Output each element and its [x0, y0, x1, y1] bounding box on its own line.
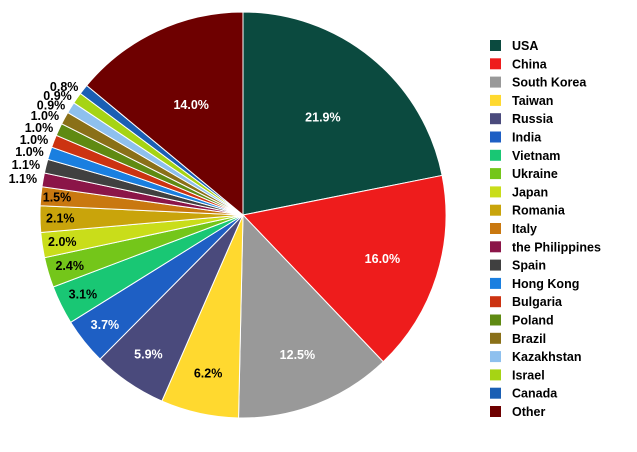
- legend-swatch-china: [490, 58, 501, 70]
- legend-label-ukraine: Ukraine: [512, 167, 558, 181]
- legend-label-the-philippines: the Philippines: [512, 240, 601, 254]
- legend-label-japan: Japan: [512, 185, 548, 199]
- legend-swatch-kazakhstan: [490, 351, 501, 363]
- slice-label-italy: 1.5%: [43, 191, 72, 205]
- legend-swatch-romania: [490, 204, 501, 216]
- slice-label-taiwan: 6.2%: [194, 367, 223, 381]
- pie-slice-usa: [242, 11, 443, 216]
- legend-label-other: Other: [512, 405, 545, 419]
- slice-label-israel: 0.9%: [43, 89, 72, 103]
- slice-label-ukraine: 2.4%: [55, 259, 84, 273]
- slice-label-vietnam: 3.1%: [69, 287, 98, 301]
- legend-swatch-the-philippines: [490, 241, 501, 253]
- legend-label-romania: Romania: [512, 204, 566, 218]
- legend-label-usa: USA: [512, 39, 538, 53]
- legend-swatch-brazil: [490, 332, 501, 344]
- pie-slice-labels: 21.9% 16.0% 12.5% 6.2% 5.9% 3.7% 3.1% 2.4% 2.0% 2…: [9, 80, 401, 381]
- legend-swatch-other: [490, 406, 501, 417]
- slice-label-hong-kong: 1.0%: [15, 145, 44, 159]
- legend-label-taiwan: Taiwan: [512, 94, 553, 108]
- legend: USA China South Korea Taiwan Russia India Viet…: [490, 39, 601, 419]
- slice-label-other: 14.0%: [173, 98, 208, 112]
- slice-label-brazil: 1.0%: [31, 109, 60, 123]
- pie-slices: [39, 11, 447, 419]
- legend-label-italy: Italy: [512, 222, 537, 236]
- slice-label-india: 3.7%: [91, 318, 120, 332]
- legend-swatch-india: [490, 131, 501, 143]
- legend-swatch-vietnam: [490, 149, 501, 161]
- slice-label-usa: 21.9%: [305, 111, 340, 125]
- slice-label-poland: 1.0%: [25, 121, 54, 135]
- legend-swatch-bulgaria: [490, 296, 501, 308]
- legend-swatch-spain: [490, 259, 501, 271]
- slice-label-spain: 1.1%: [12, 158, 41, 172]
- legend-swatch-russia: [490, 113, 501, 125]
- legend-label-kazakhstan: Kazakhstan: [512, 350, 581, 364]
- legend-label-bulgaria: Bulgaria: [512, 295, 563, 309]
- legend-label-vietnam: Vietnam: [512, 149, 560, 163]
- legend-swatch-israel: [490, 369, 501, 381]
- legend-label-south-korea: South Korea: [512, 76, 587, 90]
- slice-label-the-philippines: 1.1%: [9, 172, 38, 186]
- slice-label-canada: 0.8%: [50, 80, 79, 94]
- legend-label-canada: Canada: [512, 387, 558, 401]
- legend-label-hong-kong: Hong Kong: [512, 277, 579, 291]
- legend-label-poland: Poland: [512, 314, 554, 328]
- legend-label-israel: Israel: [512, 368, 545, 382]
- slice-label-romania: 2.1%: [46, 212, 75, 226]
- legend-swatch-ukraine: [490, 168, 501, 180]
- slice-label-kazakhstan: 0.9%: [37, 99, 66, 113]
- legend-label-spain: Spain: [512, 259, 546, 273]
- pie-slice-other: [85, 11, 244, 217]
- legend-label-russia: Russia: [512, 112, 554, 126]
- legend-swatch-taiwan: [490, 94, 501, 106]
- legend-swatch-italy: [490, 223, 501, 234]
- legend-swatch-poland: [490, 314, 501, 326]
- legend-swatch-south-korea: [490, 76, 501, 88]
- pie-slice-south-korea: [238, 213, 384, 419]
- slice-label-south-korea: 12.5%: [280, 348, 315, 362]
- legend-swatch-canada: [490, 387, 501, 399]
- legend-swatch-japan: [490, 186, 501, 198]
- slice-label-bulgaria: 1.0%: [20, 133, 49, 147]
- legend-label-china: China: [512, 57, 548, 71]
- legend-swatch-hong-kong: [490, 277, 501, 289]
- legend-label-india: India: [512, 131, 542, 145]
- slice-label-japan: 2.0%: [48, 235, 77, 249]
- pie-slice-china: [242, 174, 447, 363]
- slice-label-russia: 5.9%: [134, 347, 163, 361]
- legend-swatch-usa: [490, 40, 501, 51]
- legend-label-brazil: Brazil: [512, 332, 546, 346]
- slice-label-china: 16.0%: [365, 252, 400, 266]
